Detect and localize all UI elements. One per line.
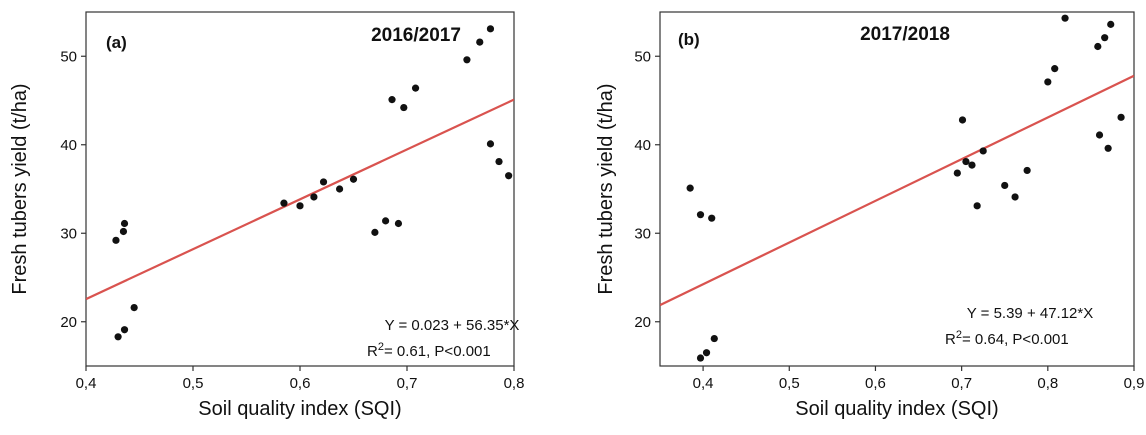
panel-title: 2016/2017 (371, 25, 461, 46)
x-tick-label: 0,9 (1124, 375, 1145, 392)
x-tick-label: 0,5 (183, 375, 204, 392)
data-point (1095, 131, 1104, 139)
data-point (708, 214, 716, 222)
data-point (702, 349, 711, 357)
data-point (1101, 34, 1109, 42)
data-point (394, 219, 403, 228)
x-tick-label: 0,6 (290, 375, 311, 392)
data-point (686, 184, 694, 192)
x-tick-label: 0,7 (397, 375, 418, 392)
data-point (958, 116, 967, 124)
data-point (962, 157, 970, 166)
regression-equation: Y = 5.39 + 47.12*X (967, 305, 1094, 322)
r-value: = 0.61, P<0.001 (384, 343, 491, 360)
x-axis-label: Soil quality index (SQI) (795, 398, 998, 420)
data-point (388, 96, 396, 104)
r-prefix: R (945, 331, 956, 348)
regression-equation: Y = 0.023 + 56.35*X (385, 317, 520, 334)
data-point (979, 147, 987, 155)
panel-a: 0,4 0,5 0,6 0,7 0,8 20 30 40 50 Soil quality inde… (9, 11, 525, 420)
regression-line (660, 74, 1134, 307)
data-point (335, 185, 344, 193)
plot-frame (659, 11, 1135, 367)
data-point (1094, 42, 1102, 51)
plot-frame (85, 11, 515, 367)
y-tick-label: 50 (634, 48, 651, 65)
x-tick-label: 0,6 (865, 375, 886, 392)
data-point (1001, 181, 1009, 190)
x-tick-label: 0,8 (1037, 375, 1058, 392)
data-point (296, 202, 304, 210)
data-point (1044, 78, 1052, 86)
data-point (400, 103, 408, 112)
data-point (696, 354, 705, 362)
y-tick-label: 20 (634, 314, 651, 331)
data-point (130, 303, 138, 312)
regression-line (86, 98, 514, 301)
data-point (112, 236, 120, 244)
data-point (280, 199, 288, 207)
data-point (505, 172, 513, 180)
y-tick-label: 20 (60, 314, 77, 331)
data-point (310, 193, 318, 201)
data-point (710, 334, 718, 343)
x-tick-label: 0,7 (951, 375, 972, 392)
x-tick-label: 0,4 (76, 375, 97, 392)
r-superscript: 2 (378, 341, 384, 353)
y-tick-label: 30 (60, 225, 77, 242)
data-point (495, 157, 503, 166)
data-point (349, 175, 358, 183)
x-tick-label: 0,4 (693, 375, 714, 392)
r-value: = 0.64, P<0.001 (962, 331, 1069, 348)
data-point (973, 202, 981, 210)
data-point (1061, 14, 1069, 22)
data-point (319, 178, 328, 186)
data-point (486, 25, 495, 33)
data-point (120, 219, 129, 228)
y-axis-label: Fresh tubers yield (t/ha) (9, 83, 31, 294)
y-tick-label: 50 (60, 48, 77, 65)
data-point (1051, 65, 1059, 73)
r-superscript: 2 (956, 329, 962, 341)
data-point (1117, 113, 1125, 121)
data-point (1104, 144, 1112, 152)
x-axis-label: Soil quality index (SQI) (198, 398, 401, 420)
data-point (953, 169, 961, 177)
data-point (411, 84, 420, 92)
data-point (119, 227, 128, 236)
data-point (1107, 20, 1115, 28)
data-point (968, 161, 976, 169)
regression-stats: R2= 0.64, P<0.001 (945, 329, 1069, 348)
panel-tag: (a) (106, 33, 127, 52)
data-point (371, 228, 379, 236)
panel-tag: (b) (678, 30, 700, 49)
x-tick-label: 0,8 (504, 375, 525, 392)
y-tick-label: 40 (60, 137, 77, 154)
panel-b: 0,4 0,5 0,6 0,7 0,8 0,9 20 30 40 50 Soil quality i… (595, 11, 1145, 420)
data-point (486, 140, 495, 148)
data-point (1023, 166, 1031, 175)
y-tick-label: 30 (634, 225, 651, 242)
data-point (463, 56, 471, 64)
data-point (1011, 193, 1019, 201)
panel-title: 2017/2018 (860, 24, 950, 45)
x-tick-label: 0,5 (779, 375, 800, 392)
data-point (120, 326, 129, 334)
data-point (382, 217, 390, 225)
regression-stats: R2= 0.61, P<0.001 (367, 341, 491, 360)
y-axis-label: Fresh tubers yield (t/ha) (595, 83, 617, 294)
data-point (696, 211, 705, 219)
data-point (476, 38, 484, 46)
r-prefix: R (367, 343, 378, 360)
data-point (114, 333, 122, 341)
y-tick-label: 40 (634, 137, 651, 154)
